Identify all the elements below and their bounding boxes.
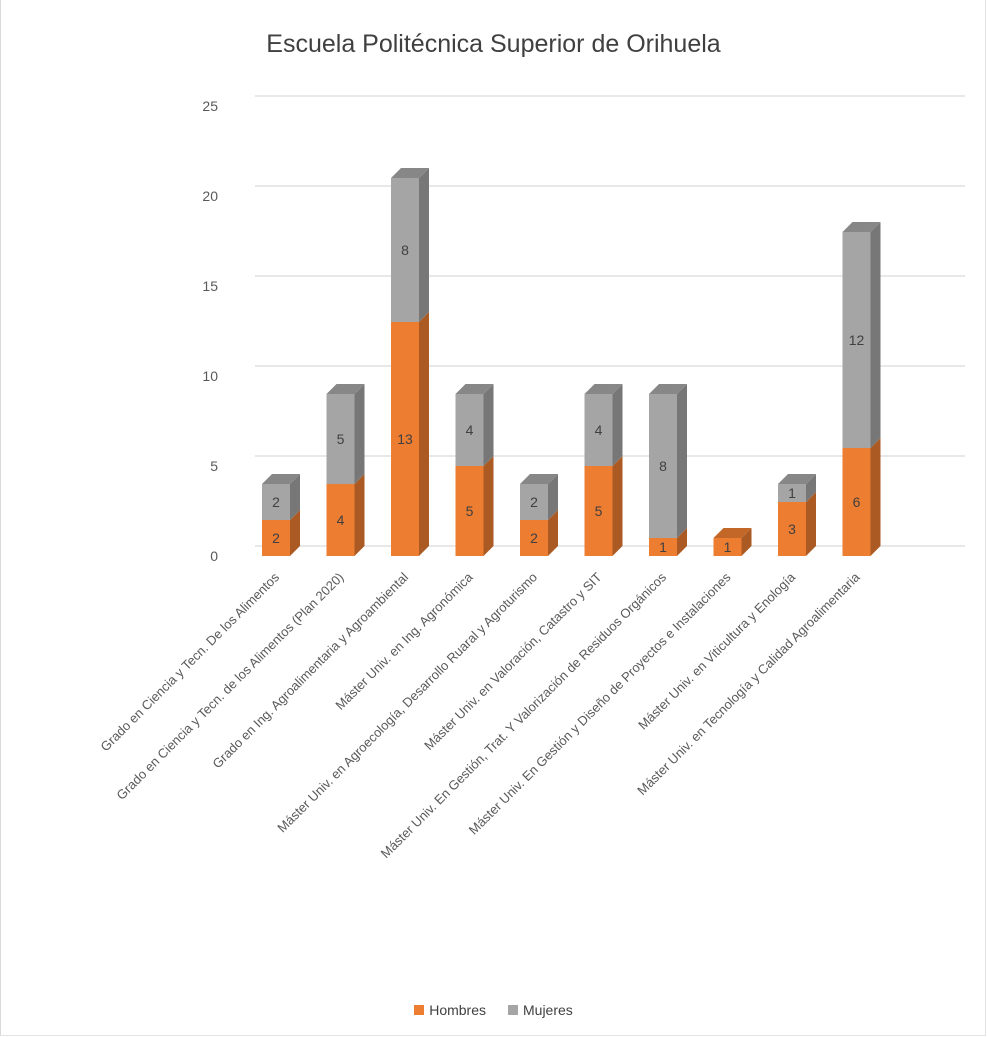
bar-side xyxy=(806,492,816,556)
data-label: 5 xyxy=(337,431,345,447)
bar-segment xyxy=(455,466,484,556)
legend-item-mujeres: Mujeres xyxy=(508,1002,573,1018)
bar-side xyxy=(419,312,429,556)
bar-segment xyxy=(262,484,290,520)
bar-segment xyxy=(842,448,871,556)
data-label: 6 xyxy=(853,494,861,510)
bar-side xyxy=(483,384,494,466)
legend-item-hombres: Hombres xyxy=(414,1002,486,1018)
data-label: 8 xyxy=(659,458,667,474)
x-tick-label: Máster Univ. en Ing. Agronómica xyxy=(332,569,476,713)
bar-segment xyxy=(391,322,419,556)
legend-label-hombres: Hombres xyxy=(429,1002,486,1018)
data-label: 2 xyxy=(530,494,538,510)
data-label: 8 xyxy=(401,242,409,258)
y-tick-label: 25 xyxy=(202,98,218,114)
y-tick-label: 15 xyxy=(202,278,218,294)
bar-segment xyxy=(713,538,742,556)
bar-side xyxy=(870,222,881,448)
bar-segment xyxy=(778,502,806,556)
data-label: 4 xyxy=(595,422,603,438)
bar-side xyxy=(677,528,687,556)
bar-side xyxy=(612,384,623,466)
bar-top xyxy=(326,384,365,394)
y-tick-label: 10 xyxy=(202,368,218,384)
data-label: 5 xyxy=(466,503,474,519)
bar-top xyxy=(649,384,687,394)
data-label: 4 xyxy=(337,512,345,528)
legend-label-mujeres: Mujeres xyxy=(523,1002,573,1018)
data-label: 1 xyxy=(724,539,732,555)
bar-top xyxy=(584,384,623,394)
bar-top xyxy=(713,528,752,538)
bar-side xyxy=(741,528,752,556)
chart-legend: Hombres Mujeres xyxy=(0,1002,987,1018)
data-label: 13 xyxy=(397,431,413,447)
bar-side xyxy=(612,456,623,556)
data-label: 5 xyxy=(595,503,603,519)
data-label: 1 xyxy=(788,485,796,501)
bar-side xyxy=(290,510,300,556)
data-label: 1 xyxy=(659,539,667,555)
bar-top xyxy=(520,474,558,484)
bar-side xyxy=(548,510,558,556)
bar-segment xyxy=(584,394,613,466)
y-tick-label: 0 xyxy=(210,548,218,564)
bar-top xyxy=(842,222,881,232)
chart-title: Escuela Politécnica Superior de Orihuela xyxy=(266,30,721,58)
bar-side xyxy=(354,474,365,556)
bar-segment xyxy=(649,394,677,538)
bar-side xyxy=(806,474,816,502)
bar-side xyxy=(548,474,558,520)
y-tick-label: 5 xyxy=(210,458,218,474)
bar-segment xyxy=(520,520,548,556)
bar-segment xyxy=(455,394,484,466)
bar-side xyxy=(483,456,494,556)
bar-side xyxy=(354,384,365,484)
bar-segment xyxy=(391,178,419,322)
y-tick-label: 20 xyxy=(202,188,218,204)
bar-segment xyxy=(649,538,677,556)
bar-segment xyxy=(778,484,806,502)
bar-side xyxy=(677,384,687,538)
data-label: 12 xyxy=(849,332,865,348)
data-label: 3 xyxy=(788,521,796,537)
x-tick-label: Máster Univ. en Tecnología y Calidad Agr… xyxy=(634,569,863,798)
bar-segment xyxy=(584,466,613,556)
bar-segment xyxy=(842,232,871,448)
data-label: 4 xyxy=(466,422,474,438)
data-label: 2 xyxy=(530,530,538,546)
bar-top xyxy=(391,168,429,178)
bar-segment xyxy=(326,394,355,484)
bar-top xyxy=(262,474,300,484)
bar-top xyxy=(778,474,816,484)
data-label: 2 xyxy=(272,494,280,510)
bar-segment xyxy=(326,484,355,556)
legend-swatch-hombres xyxy=(414,1005,425,1015)
bar-top xyxy=(455,384,494,394)
x-tick-label: Grado en Ciencia y Tecn. de los Alimento… xyxy=(113,570,346,803)
bar-segment xyxy=(520,484,548,520)
bar-side xyxy=(290,474,300,520)
legend-swatch-mujeres xyxy=(508,1005,518,1015)
bar-segment xyxy=(262,520,290,556)
bar-side xyxy=(419,168,429,322)
bar-side xyxy=(870,438,881,556)
data-label: 2 xyxy=(272,530,280,546)
